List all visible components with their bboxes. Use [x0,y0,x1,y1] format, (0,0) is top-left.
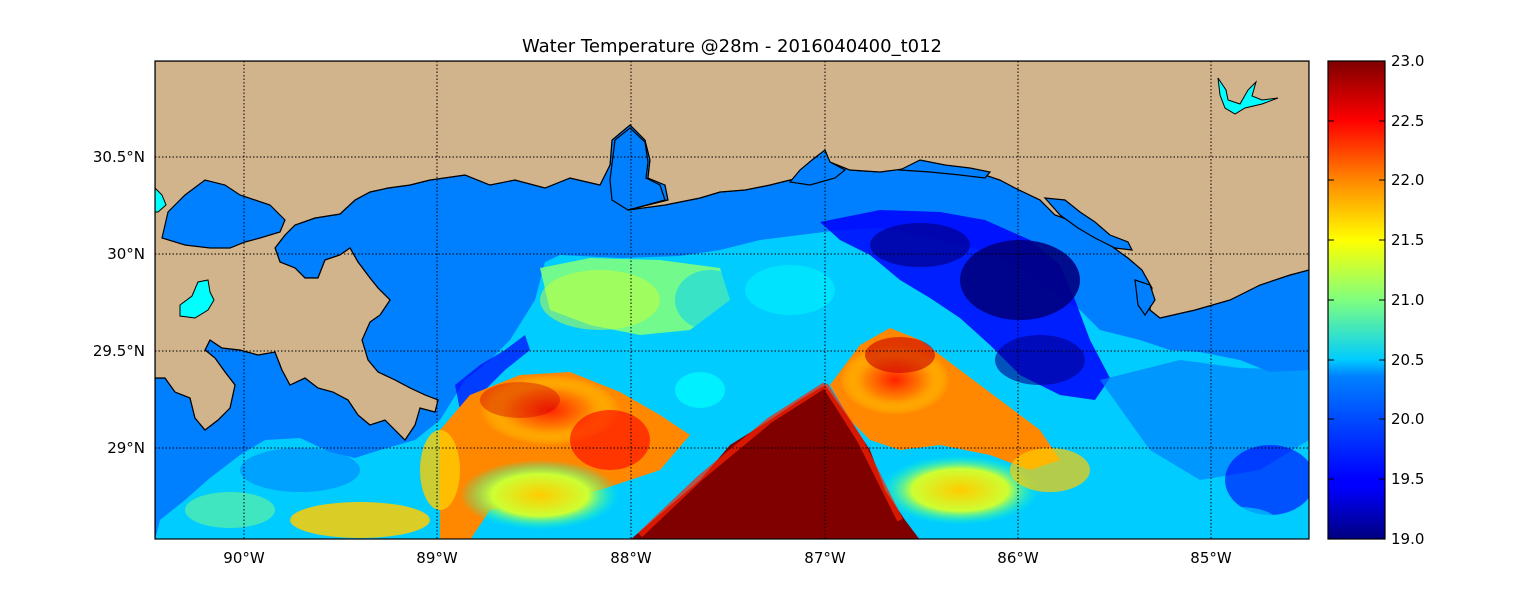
lake-salvador [179,279,215,319]
colorbar-tick-label: 19.0 [1391,530,1424,548]
lon-tick-label: 89°W [416,549,458,567]
apalachicola-bay [1134,279,1156,317]
colorbar: 23.0 22.5 22.0 21.5 21.0 20.5 20.0 19.5 … [1327,52,1424,548]
lon-tick-label: 87°W [804,549,846,567]
mobile-bay [609,127,666,211]
lake-pontchartrain [161,179,286,249]
lon-tick-labels: 90°W 89°W 88°W 87°W 86°W 85°W [223,549,1232,567]
lon-tick-label: 85°W [1190,549,1232,567]
lat-tick-label: 30°N [107,245,145,263]
lat-tick-label: 29.5°N [93,342,145,360]
lat-tick-labels: 30.5°N 30°N 29.5°N 29°N [93,148,145,457]
lake-maurepas [155,187,167,213]
lon-tick-label: 86°W [997,549,1039,567]
colorbar-tick-label: 20.5 [1391,351,1424,369]
lon-tick-label: 90°W [223,549,265,567]
colorbar-gradient [1327,60,1386,540]
lon-tick-label: 88°W [610,549,652,567]
lat-tick-label: 30.5°N [93,148,145,166]
graticule [155,61,1309,539]
land-north [155,61,1309,441]
map-frame [154,60,1310,540]
colorbar-tick-label: 22.0 [1391,171,1424,189]
colorbar-tick-label: 23.0 [1391,52,1424,70]
colorbar-tick-label: 22.5 [1391,112,1424,130]
st-andrew-bay [1043,197,1134,251]
map-plot-area [155,61,1309,539]
colorbar-tick-label: 19.5 [1391,470,1424,488]
map-title: Water Temperature @28m - 2016040400_t012 [522,36,942,57]
lat-tick-label: 29°N [107,439,145,457]
colorbar-tick-label: 21.0 [1391,291,1424,309]
lake-seminole [1217,77,1279,115]
colorbar-tick-label: 20.0 [1391,410,1424,428]
temperature-field [155,210,1309,539]
colorbar-tick-label: 21.5 [1391,231,1424,249]
choctawhatchee-bay [897,159,992,179]
pensacola-bay [788,149,847,186]
